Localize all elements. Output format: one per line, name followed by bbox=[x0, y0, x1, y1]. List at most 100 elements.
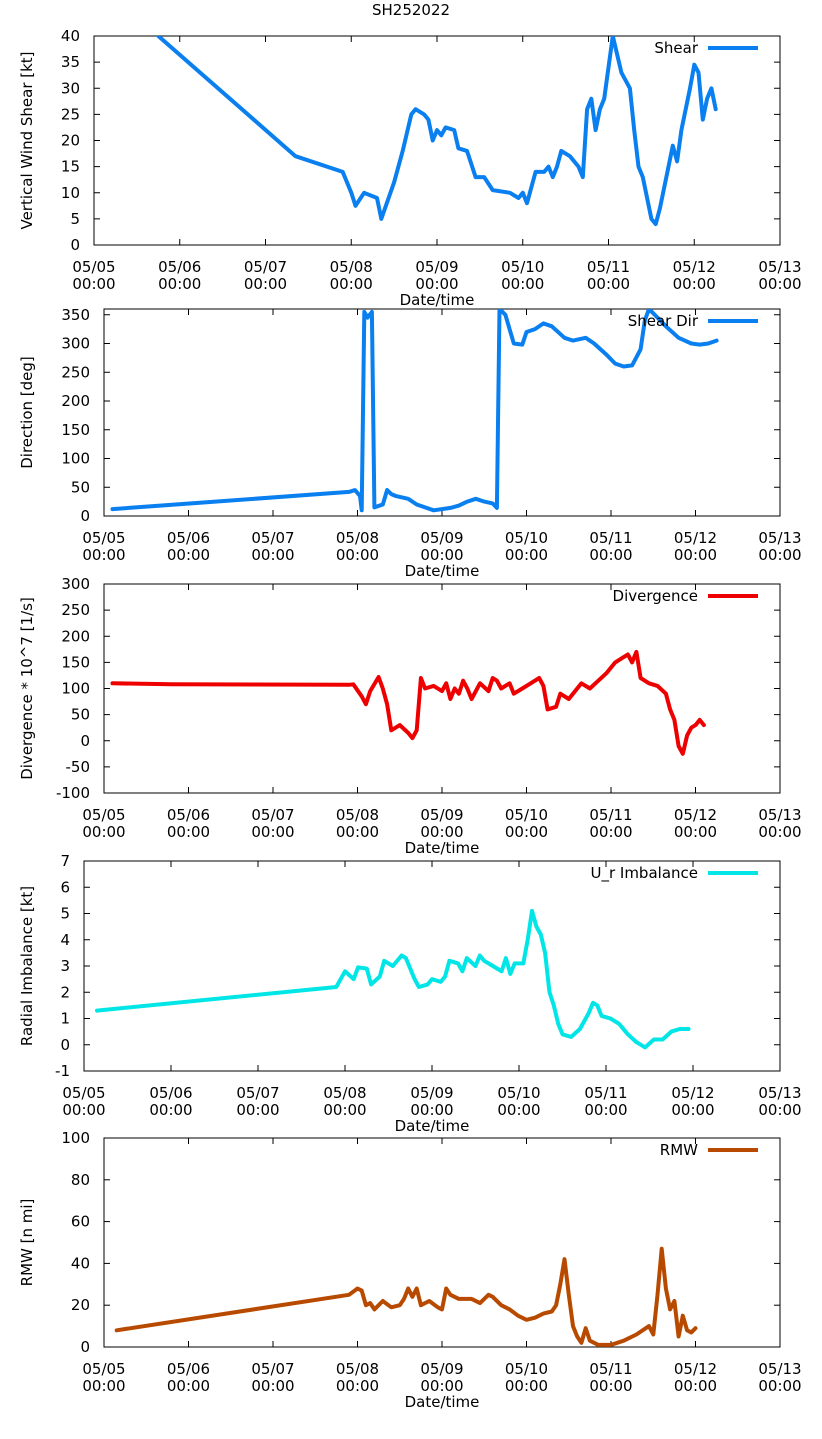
x-tick-label-time: 00:00 bbox=[584, 1101, 627, 1119]
x-tick-label-date: 05/09 bbox=[420, 806, 463, 824]
x-tick-label-time: 00:00 bbox=[336, 823, 379, 841]
x-tick-label-time: 00:00 bbox=[589, 546, 632, 564]
x-tick-label-time: 00:00 bbox=[167, 1377, 210, 1395]
x-tick-label-time: 00:00 bbox=[323, 1101, 366, 1119]
y-tick-label: 200 bbox=[61, 392, 90, 410]
plot-frame bbox=[83, 860, 781, 1072]
x-tick-label-date: 05/06 bbox=[149, 1084, 192, 1102]
x-tick-label-time: 00:00 bbox=[758, 1377, 801, 1395]
x-tick-label-time: 00:00 bbox=[671, 1101, 714, 1119]
panel-4: -10123456705/0500:0005/0600:0005/0700:00… bbox=[18, 852, 802, 1135]
y-tick-label: 40 bbox=[71, 1254, 90, 1272]
y-tick-label: 7 bbox=[60, 852, 70, 870]
y-tick-label: 20 bbox=[71, 1296, 90, 1314]
x-tick-label-date: 05/12 bbox=[674, 529, 717, 547]
x-tick-label-time: 00:00 bbox=[236, 1101, 279, 1119]
x-tick-label-time: 00:00 bbox=[758, 823, 801, 841]
y-tick-label: 60 bbox=[71, 1213, 90, 1231]
x-tick-label-time: 00:00 bbox=[420, 1377, 463, 1395]
series-line-1 bbox=[156, 36, 718, 227]
x-tick-label-time: 00:00 bbox=[497, 1101, 540, 1119]
y-tick-label: 300 bbox=[61, 335, 90, 353]
x-axis-label: Date/time bbox=[405, 562, 480, 580]
x-tick-label-date: 05/10 bbox=[501, 258, 544, 276]
y-tick-label: 2 bbox=[60, 983, 70, 1001]
x-tick-label-date: 05/12 bbox=[674, 1360, 717, 1378]
x-tick-label-time: 00:00 bbox=[72, 275, 115, 293]
x-axis-label: Date/time bbox=[400, 291, 475, 309]
x-tick-label-date: 05/08 bbox=[330, 258, 373, 276]
x-tick-label-date: 05/07 bbox=[251, 529, 294, 547]
x-tick-label-date: 05/11 bbox=[584, 1084, 627, 1102]
panel-1: 051015202530354005/0500:0005/0600:0005/0… bbox=[18, 27, 802, 309]
x-tick-label-time: 00:00 bbox=[505, 823, 548, 841]
x-tick-label-date: 05/07 bbox=[244, 258, 287, 276]
x-tick-label-time: 00:00 bbox=[410, 1101, 453, 1119]
y-tick-label: 150 bbox=[61, 421, 90, 439]
y-tick-label: 200 bbox=[61, 627, 90, 645]
y-tick-label: -50 bbox=[66, 758, 91, 776]
y-tick-label: 30 bbox=[61, 79, 80, 97]
x-tick-label-time: 00:00 bbox=[336, 1377, 379, 1395]
x-tick-label-date: 05/12 bbox=[671, 1084, 714, 1102]
y-tick-label: 40 bbox=[61, 27, 80, 45]
x-tick-label-date: 05/05 bbox=[72, 258, 115, 276]
x-tick-label-date: 05/07 bbox=[251, 806, 294, 824]
x-tick-label-time: 00:00 bbox=[415, 275, 458, 293]
y-tick-label: 100 bbox=[61, 1129, 90, 1147]
x-tick-label-date: 05/12 bbox=[674, 806, 717, 824]
y-tick-label: 50 bbox=[71, 478, 90, 496]
x-tick-label-date: 05/08 bbox=[336, 806, 379, 824]
x-tick-label-time: 00:00 bbox=[589, 1377, 632, 1395]
panel-3: -100-5005010015020025030005/0500:0005/06… bbox=[18, 575, 802, 857]
y-tick-label: 10 bbox=[61, 184, 80, 202]
x-tick-label-date: 05/07 bbox=[236, 1084, 279, 1102]
y-tick-label: 0 bbox=[70, 236, 80, 254]
x-tick-label-date: 05/10 bbox=[497, 1084, 540, 1102]
y-tick-label: 150 bbox=[61, 653, 90, 671]
legend-label: Divergence bbox=[613, 587, 698, 605]
y-tick-label: 3 bbox=[60, 957, 70, 975]
x-tick-label-time: 00:00 bbox=[62, 1101, 105, 1119]
x-axis-label: Date/time bbox=[405, 1393, 480, 1411]
x-tick-label-date: 05/10 bbox=[505, 1360, 548, 1378]
x-tick-label-date: 05/05 bbox=[82, 806, 125, 824]
x-tick-label-time: 00:00 bbox=[758, 275, 801, 293]
panel-5: 02040608010005/0500:0005/0600:0005/0700:… bbox=[18, 1129, 802, 1411]
x-tick-label-date: 05/10 bbox=[505, 529, 548, 547]
y-tick-label: 4 bbox=[60, 931, 70, 949]
x-tick-label-time: 00:00 bbox=[758, 546, 801, 564]
y-axis-label: Vertical Wind Shear [kt] bbox=[18, 51, 36, 229]
x-tick-label-date: 05/09 bbox=[420, 529, 463, 547]
x-tick-label-date: 05/05 bbox=[62, 1084, 105, 1102]
x-tick-label-date: 05/06 bbox=[167, 806, 210, 824]
x-tick-label-date: 05/11 bbox=[589, 1360, 632, 1378]
x-tick-label-time: 00:00 bbox=[330, 275, 373, 293]
figure-title: SH252022 bbox=[371, 1, 451, 19]
y-tick-label: 35 bbox=[61, 53, 80, 71]
x-tick-label-time: 00:00 bbox=[251, 823, 294, 841]
x-tick-label-date: 05/11 bbox=[587, 258, 630, 276]
y-tick-label: 100 bbox=[61, 680, 90, 698]
series-line-1 bbox=[110, 309, 719, 513]
x-tick-label-time: 00:00 bbox=[149, 1101, 192, 1119]
legend-label: Shear bbox=[654, 39, 698, 57]
y-tick-label: 50 bbox=[71, 706, 90, 724]
series-line-1 bbox=[110, 649, 706, 756]
y-tick-label: 15 bbox=[61, 158, 80, 176]
x-tick-label-time: 00:00 bbox=[420, 823, 463, 841]
x-tick-label-date: 05/08 bbox=[336, 1360, 379, 1378]
x-tick-label-date: 05/13 bbox=[758, 1084, 801, 1102]
y-tick-label: 300 bbox=[61, 575, 90, 593]
x-tick-label-time: 00:00 bbox=[505, 1377, 548, 1395]
x-tick-label-date: 05/09 bbox=[420, 1360, 463, 1378]
x-tick-label-date: 05/06 bbox=[158, 258, 201, 276]
y-tick-label: 350 bbox=[61, 306, 90, 324]
y-tick-label: -100 bbox=[56, 784, 90, 802]
y-tick-label: 250 bbox=[61, 363, 90, 381]
x-tick-label-time: 00:00 bbox=[167, 823, 210, 841]
y-tick-label: 100 bbox=[61, 450, 90, 468]
x-tick-label-date: 05/11 bbox=[589, 806, 632, 824]
x-tick-label-date: 05/13 bbox=[758, 258, 801, 276]
